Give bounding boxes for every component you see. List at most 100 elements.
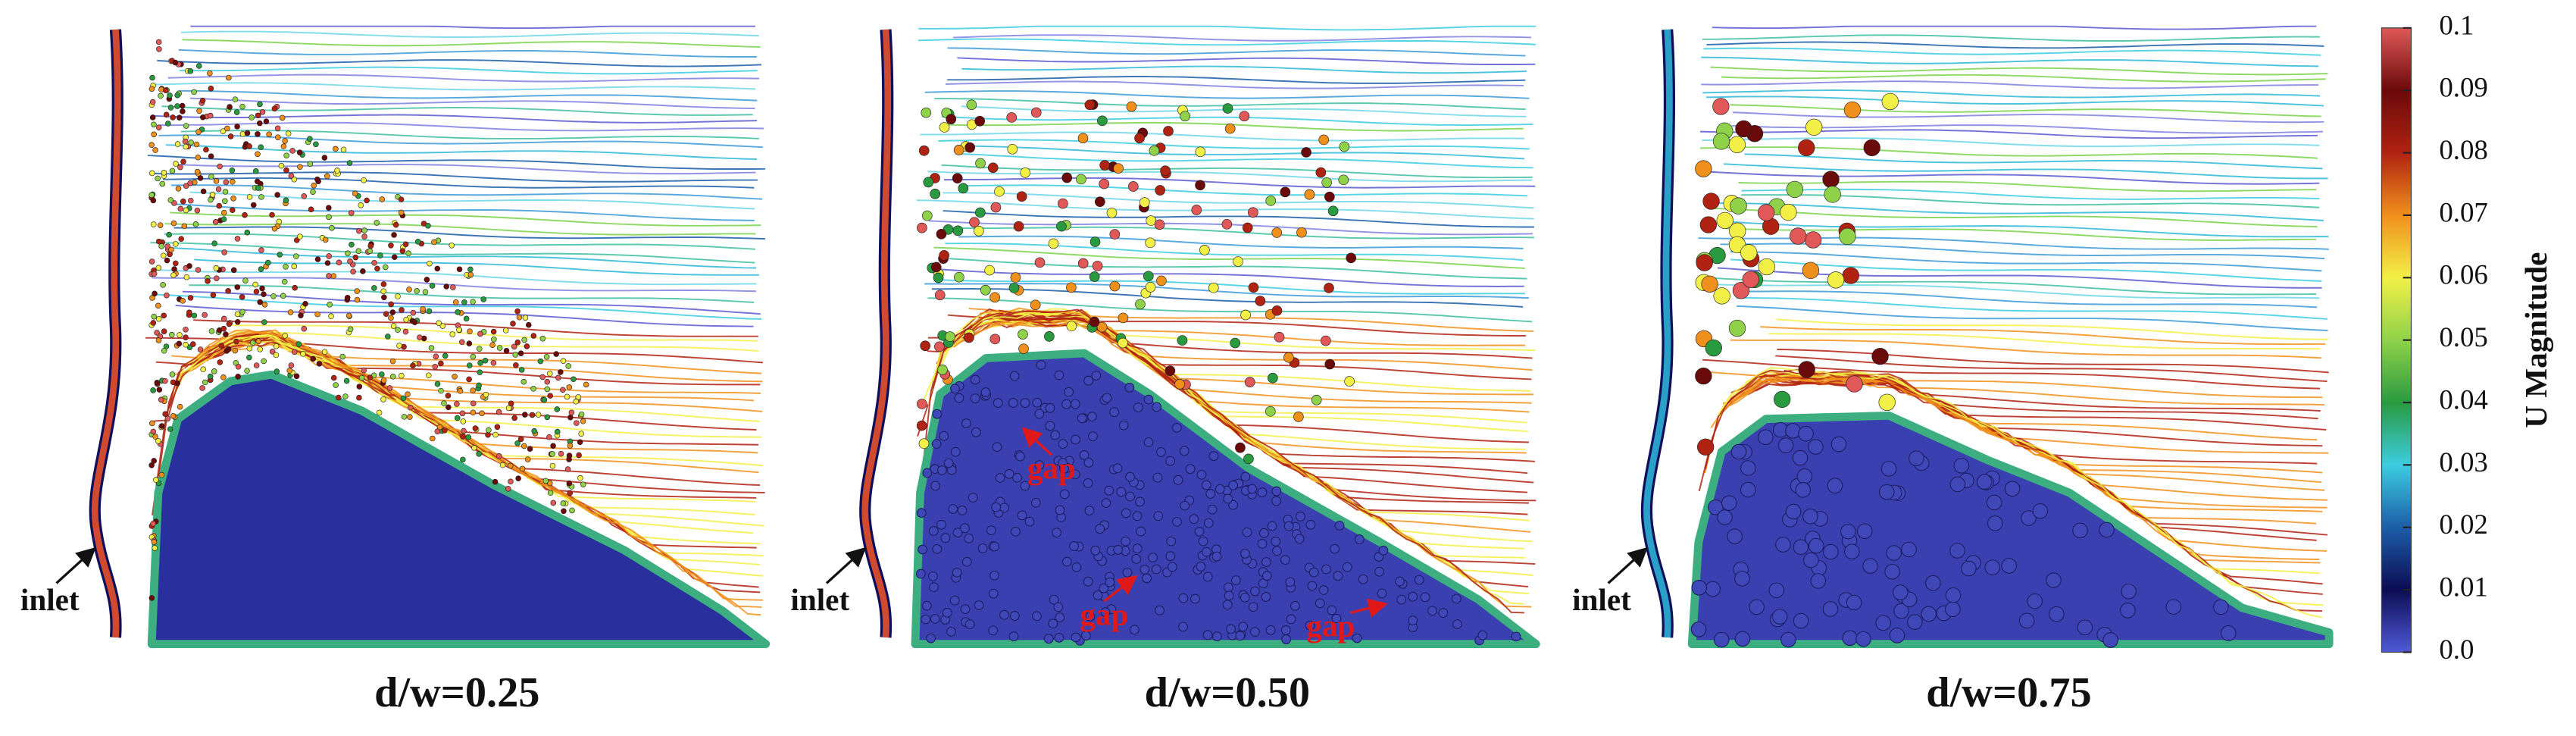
bed-particle (1211, 631, 1222, 642)
particle (958, 183, 969, 194)
particle (163, 111, 170, 118)
particle (975, 158, 986, 169)
bed-particle (1012, 472, 1022, 483)
bed-particle (1830, 436, 1847, 453)
particle (1786, 180, 1804, 199)
particle (436, 424, 443, 431)
particle (516, 314, 523, 321)
bed-particle (928, 571, 938, 581)
particle (1271, 305, 1283, 316)
particle (258, 194, 264, 200)
bed-particle (952, 528, 963, 538)
streamline (924, 90, 1530, 99)
particle (1239, 111, 1250, 122)
particle (518, 367, 525, 373)
bed-particle (1054, 370, 1064, 381)
bed-particle (1069, 541, 1079, 551)
bed-particle (1271, 496, 1282, 506)
particle (274, 368, 280, 374)
particle (470, 299, 476, 305)
particle (172, 59, 179, 66)
particle (424, 277, 430, 283)
streamline (178, 49, 757, 58)
particle (467, 266, 474, 273)
particle (1757, 204, 1775, 221)
particle (1092, 261, 1103, 271)
particle (208, 328, 215, 334)
streamline (1723, 163, 2328, 180)
bed-particle (960, 604, 971, 615)
particle (175, 186, 182, 192)
particle (293, 253, 299, 259)
particle (195, 129, 202, 135)
streamline (947, 47, 1526, 57)
bed-particle (2027, 593, 2043, 609)
streamline (918, 38, 1536, 46)
particle (161, 328, 167, 334)
particle (470, 409, 477, 416)
particle (1076, 174, 1086, 185)
bed-particle (1101, 498, 1111, 509)
particle (188, 139, 194, 146)
particle (150, 428, 157, 435)
bed-particle (921, 614, 931, 625)
particle (220, 325, 227, 332)
bed-particle (1290, 600, 1300, 611)
particle (1839, 227, 1856, 246)
particle (281, 278, 288, 285)
inlet-arrow (825, 547, 867, 584)
bed-particle (1153, 511, 1164, 521)
particle (939, 249, 949, 261)
particle (173, 161, 179, 167)
particle (492, 431, 499, 438)
bed-particle (1020, 481, 1030, 491)
particle (157, 222, 164, 228)
particle (1843, 101, 1862, 119)
particle (314, 256, 321, 262)
particle (1235, 442, 1246, 453)
particle (402, 328, 409, 335)
bed-particle (1901, 541, 1917, 558)
particle (529, 412, 536, 418)
bed-particle (1116, 487, 1127, 497)
bed-particle (999, 609, 1009, 620)
particle (310, 189, 316, 195)
particle (187, 68, 194, 74)
particle (917, 222, 927, 233)
bed-particle (1283, 521, 1294, 531)
streamline (938, 139, 1530, 150)
particle (1324, 283, 1334, 293)
particle (333, 382, 339, 388)
bed-particle (1223, 493, 1233, 504)
bed-particle (2072, 522, 2088, 539)
streamline (1706, 202, 2324, 221)
particle (1842, 267, 1859, 284)
particle (280, 293, 286, 299)
particle (227, 104, 233, 110)
particle (199, 97, 206, 104)
particle (1099, 178, 1110, 189)
streamline (933, 246, 1525, 269)
particle (1084, 99, 1096, 111)
particle (258, 247, 264, 253)
bed-particle (950, 384, 960, 394)
particle (361, 367, 367, 374)
streamline (1736, 296, 2327, 320)
particle (1160, 165, 1171, 177)
particle (517, 350, 524, 357)
particle (521, 378, 527, 385)
particle (316, 361, 323, 367)
bed-particle (921, 600, 932, 611)
streamline (961, 105, 1527, 117)
particle (1195, 146, 1206, 158)
particle (512, 352, 519, 358)
particle (511, 343, 517, 350)
streamline (1776, 318, 2328, 340)
streamline (933, 268, 1524, 287)
particle (1066, 282, 1077, 293)
bed-particle (2018, 612, 2035, 629)
particle (229, 178, 236, 185)
particle (388, 315, 394, 321)
particle (575, 394, 582, 400)
streamline (1768, 333, 2321, 350)
